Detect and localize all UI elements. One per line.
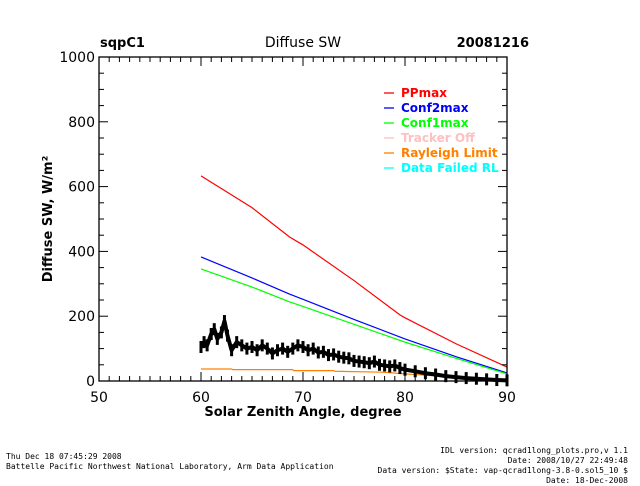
x-tick-label: 60 [192, 390, 210, 406]
data-point [265, 342, 269, 355]
data-point [296, 339, 300, 352]
data-point [286, 345, 290, 358]
data-point [235, 336, 239, 349]
data-point [316, 346, 320, 359]
data-point [398, 362, 402, 375]
y-tick-label: 0 [86, 374, 95, 390]
y-tick-label: 400 [68, 244, 95, 260]
site-label: sqpC1 [100, 36, 145, 51]
data-point [367, 357, 371, 370]
data-point [393, 359, 397, 372]
data-point [202, 336, 206, 349]
y-tick-label: 1000 [59, 50, 95, 66]
data-point [222, 315, 226, 328]
data-point [378, 358, 381, 371]
legend-label-conf2max: Conf2max [401, 101, 469, 115]
data-point [215, 332, 219, 345]
footer-idl-date: Date: 2008/10/27 22:49:48 [507, 456, 628, 465]
x-tick-label: 50 [90, 390, 108, 406]
data-point [347, 352, 351, 365]
data-point [423, 367, 427, 380]
footer-data-version: Data version: $State: vap-qcrad1long-3.8… [377, 466, 628, 475]
data-point [337, 350, 341, 363]
data-point [352, 354, 356, 367]
data-point [226, 329, 230, 342]
y-tick-label: 800 [68, 115, 95, 131]
data-point [357, 355, 361, 368]
data-point [311, 342, 315, 355]
legend-label-conf1max: Conf1max [401, 116, 469, 130]
axes-layer: 50 60 70 80 90 0 200 400 600 800 1000 [59, 50, 516, 406]
chart-title: Diffuse SW [264, 35, 342, 51]
series-line-ppmax [200, 175, 508, 368]
data-point [230, 344, 234, 357]
data-point [403, 363, 407, 376]
data-point [434, 368, 438, 381]
data-point [388, 360, 392, 373]
data-point [291, 342, 295, 355]
data-point [362, 356, 366, 369]
y-tick-label: 200 [68, 309, 95, 325]
legend-label-rayleigh-limit: Rayleigh Limit [401, 146, 498, 160]
legend-label-ppmax: PPmax [401, 86, 447, 100]
data-point [281, 342, 285, 355]
x-tick-label: 90 [498, 390, 516, 406]
data-point [342, 351, 346, 364]
footer-idl-version: IDL version: qcrad1long_plots.pro,v 1.1 [440, 446, 628, 455]
footer-left: Thu Dec 18 07:45:29 2008 Battelle Pacifi… [6, 452, 334, 472]
x-axis-title: Solar Zenith Angle, degree [204, 405, 401, 420]
data-point [332, 348, 336, 361]
data-point [270, 347, 274, 360]
data-point [306, 344, 310, 357]
footer-organization: Battelle Pacific Northwest National Labo… [6, 462, 334, 471]
legend-label-tracker-off: Tracker Off [401, 131, 475, 145]
x-tick-label: 70 [294, 390, 312, 406]
data-point [260, 339, 264, 352]
series-line-conf2max [200, 256, 508, 374]
data-point [240, 339, 244, 352]
data-point [199, 340, 203, 353]
data-point [245, 342, 249, 355]
legend-label-data-failed-rl: Data Failed RL [401, 161, 499, 175]
data-point [250, 340, 254, 353]
data-point [321, 345, 325, 358]
y-tick-label: 600 [68, 180, 95, 196]
data-point [209, 328, 213, 341]
data-point [255, 344, 259, 357]
series-line-conf1max [200, 268, 508, 375]
footer-data-date: Date: 18-Dec-2008 [546, 476, 628, 485]
data-point [383, 359, 387, 372]
x-tick-label: 80 [396, 390, 414, 406]
series-measured-diffuse [199, 315, 509, 387]
data-point [301, 340, 305, 353]
footer-right: IDL version: qcrad1long_plots.pro,v 1.1 … [378, 446, 628, 486]
series-layer [199, 175, 509, 387]
data-point [205, 339, 209, 352]
data-point [327, 349, 330, 362]
data-point [212, 323, 216, 336]
data-point [372, 355, 376, 368]
footer-timestamp: Thu Dec 18 07:45:29 2008 [6, 452, 122, 461]
data-point [219, 326, 223, 339]
data-point [276, 344, 279, 357]
y-axis-title: Diffuse SW, W/m² [41, 156, 56, 283]
data-point [413, 365, 417, 378]
date-label: 20081216 [456, 36, 529, 51]
